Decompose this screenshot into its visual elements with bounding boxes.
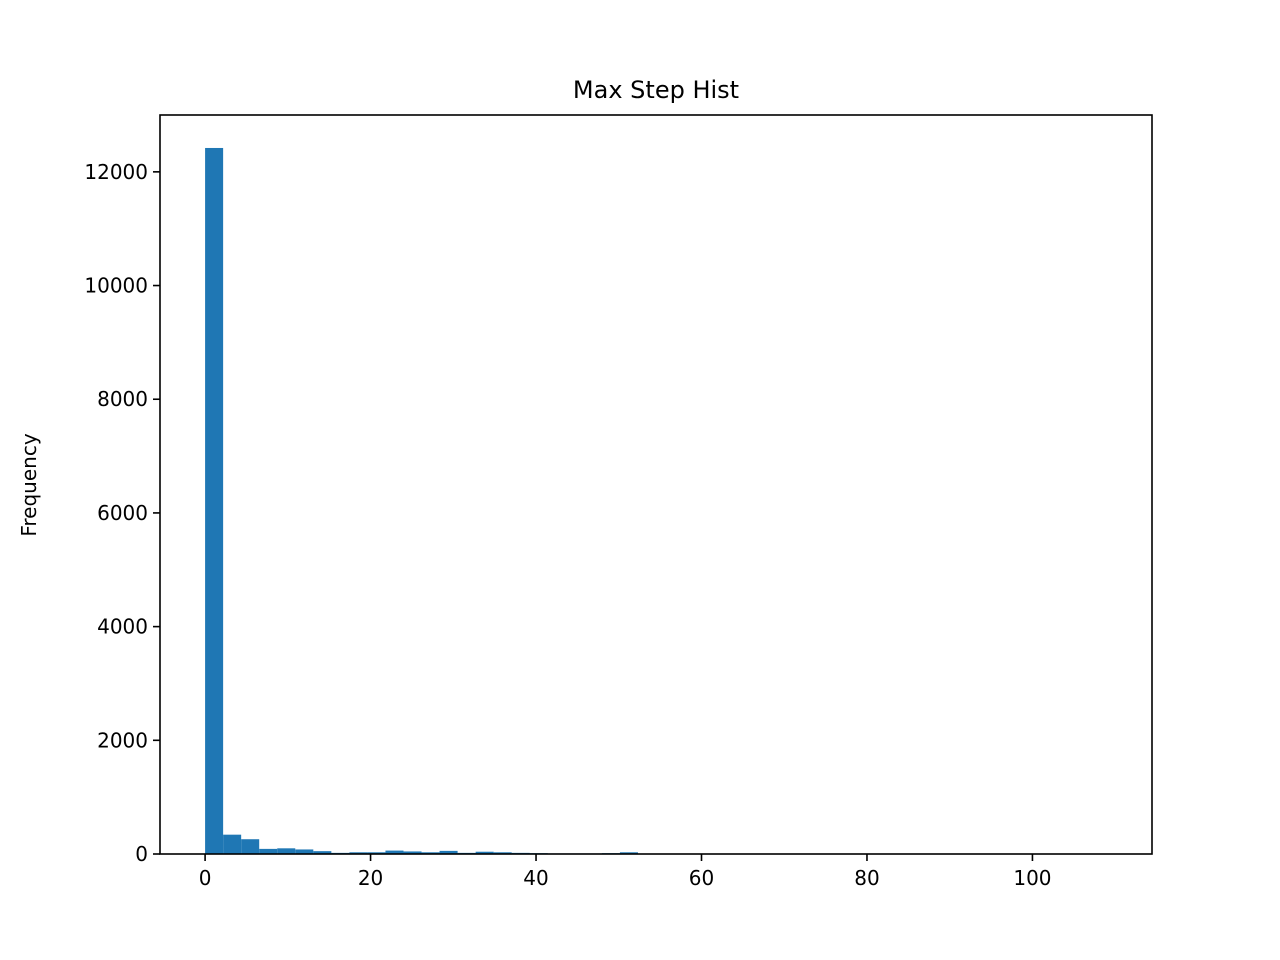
histogram-bar	[295, 849, 314, 854]
y-tick-label: 10000	[84, 274, 148, 298]
plot-frame	[159, 114, 1153, 855]
y-tick-label: 12000	[84, 160, 148, 184]
y-axis-label: Frequency	[17, 433, 41, 536]
x-tick-label: 100	[1013, 866, 1051, 890]
histogram-bar	[205, 147, 224, 854]
histogram-bar	[259, 848, 278, 854]
x-tick-label: 60	[689, 866, 714, 890]
histogram-bar	[475, 851, 494, 854]
y-tick-label: 6000	[97, 501, 148, 525]
x-tick-label: 80	[854, 866, 879, 890]
y-tick-label: 8000	[97, 387, 148, 411]
y-tick-label: 0	[135, 842, 148, 866]
x-tick-label: 0	[199, 866, 212, 890]
histogram-bar	[619, 852, 638, 854]
histogram-bar	[421, 852, 440, 854]
histogram-bar	[223, 834, 242, 854]
histogram-bar	[349, 852, 368, 854]
x-axis: 0 20 40 60 80 100	[199, 854, 1052, 890]
chart-title: Max Step Hist	[573, 76, 739, 104]
histogram-bar	[403, 851, 422, 854]
histogram-bar	[367, 852, 386, 854]
y-tick-label: 4000	[97, 615, 148, 639]
y-tick-label: 2000	[97, 728, 148, 752]
x-tick-label: 20	[358, 866, 383, 890]
histogram-bar	[439, 850, 458, 854]
histogram-bar	[241, 839, 260, 854]
histogram-bar	[385, 850, 404, 854]
histogram-bar	[277, 848, 296, 854]
histogram-bar	[493, 852, 512, 854]
histogram-bar	[313, 851, 332, 854]
x-tick-label: 40	[523, 866, 548, 890]
bars-group	[205, 147, 1107, 854]
y-axis: 0 2000 4000 6000 8000 10000 12000	[84, 160, 160, 866]
